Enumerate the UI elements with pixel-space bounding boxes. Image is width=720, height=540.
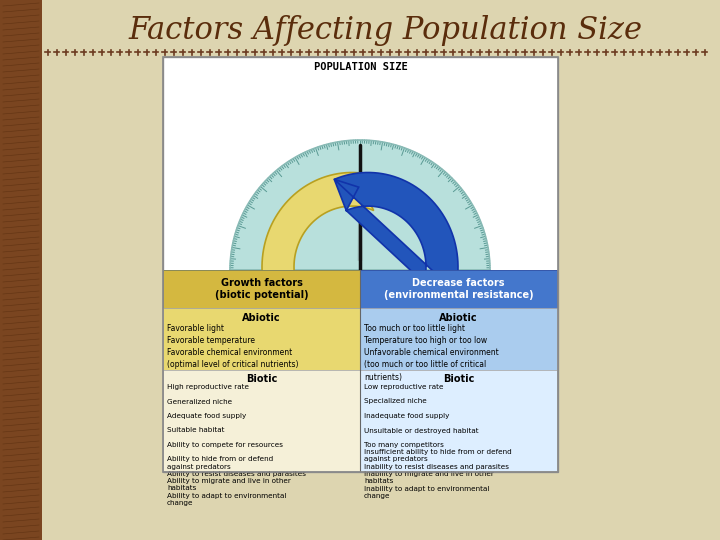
Text: Biotic: Biotic: [443, 374, 474, 384]
Bar: [163, 270, 360, 308]
Polygon shape: [262, 172, 386, 292]
Text: Biotic: Biotic: [246, 374, 277, 384]
Text: Growth factors
(biotic potential): Growth factors (biotic potential): [215, 278, 308, 300]
Bar: [360, 308, 557, 370]
Text: Abiotic: Abiotic: [439, 313, 478, 323]
Bar: [163, 370, 360, 471]
Bar: [163, 57, 558, 472]
Text: Decrease factors
(environmental resistance): Decrease factors (environmental resistan…: [384, 278, 534, 300]
Bar: [360, 270, 557, 308]
Text: Low reproductive rate

Specialized niche

Inadequate food supply

Unsuitable or : Low reproductive rate Specialized niche …: [364, 384, 512, 499]
Text: High reproductive rate

Generalized niche

Adequate food supply

Suitable habita: High reproductive rate Generalized niche…: [167, 384, 306, 506]
Bar: [163, 57, 558, 472]
Text: Too much or too little light
Temperature too high or too low
Unfavorable chemica: Too much or too little light Temperature…: [364, 324, 499, 382]
Bar: [163, 308, 360, 370]
Bar: [0, 0, 42, 540]
Text: Abiotic: Abiotic: [242, 313, 281, 323]
Text: POPULATION SIZE: POPULATION SIZE: [314, 62, 408, 72]
Text: Factors Affecting Population Size: Factors Affecting Population Size: [128, 15, 642, 45]
Bar: [360, 370, 557, 471]
Text: Favorable light
Favorable temperature
Favorable chemical environment
(optimal le: Favorable light Favorable temperature Fa…: [167, 324, 299, 369]
Polygon shape: [230, 140, 490, 270]
Polygon shape: [334, 172, 458, 292]
